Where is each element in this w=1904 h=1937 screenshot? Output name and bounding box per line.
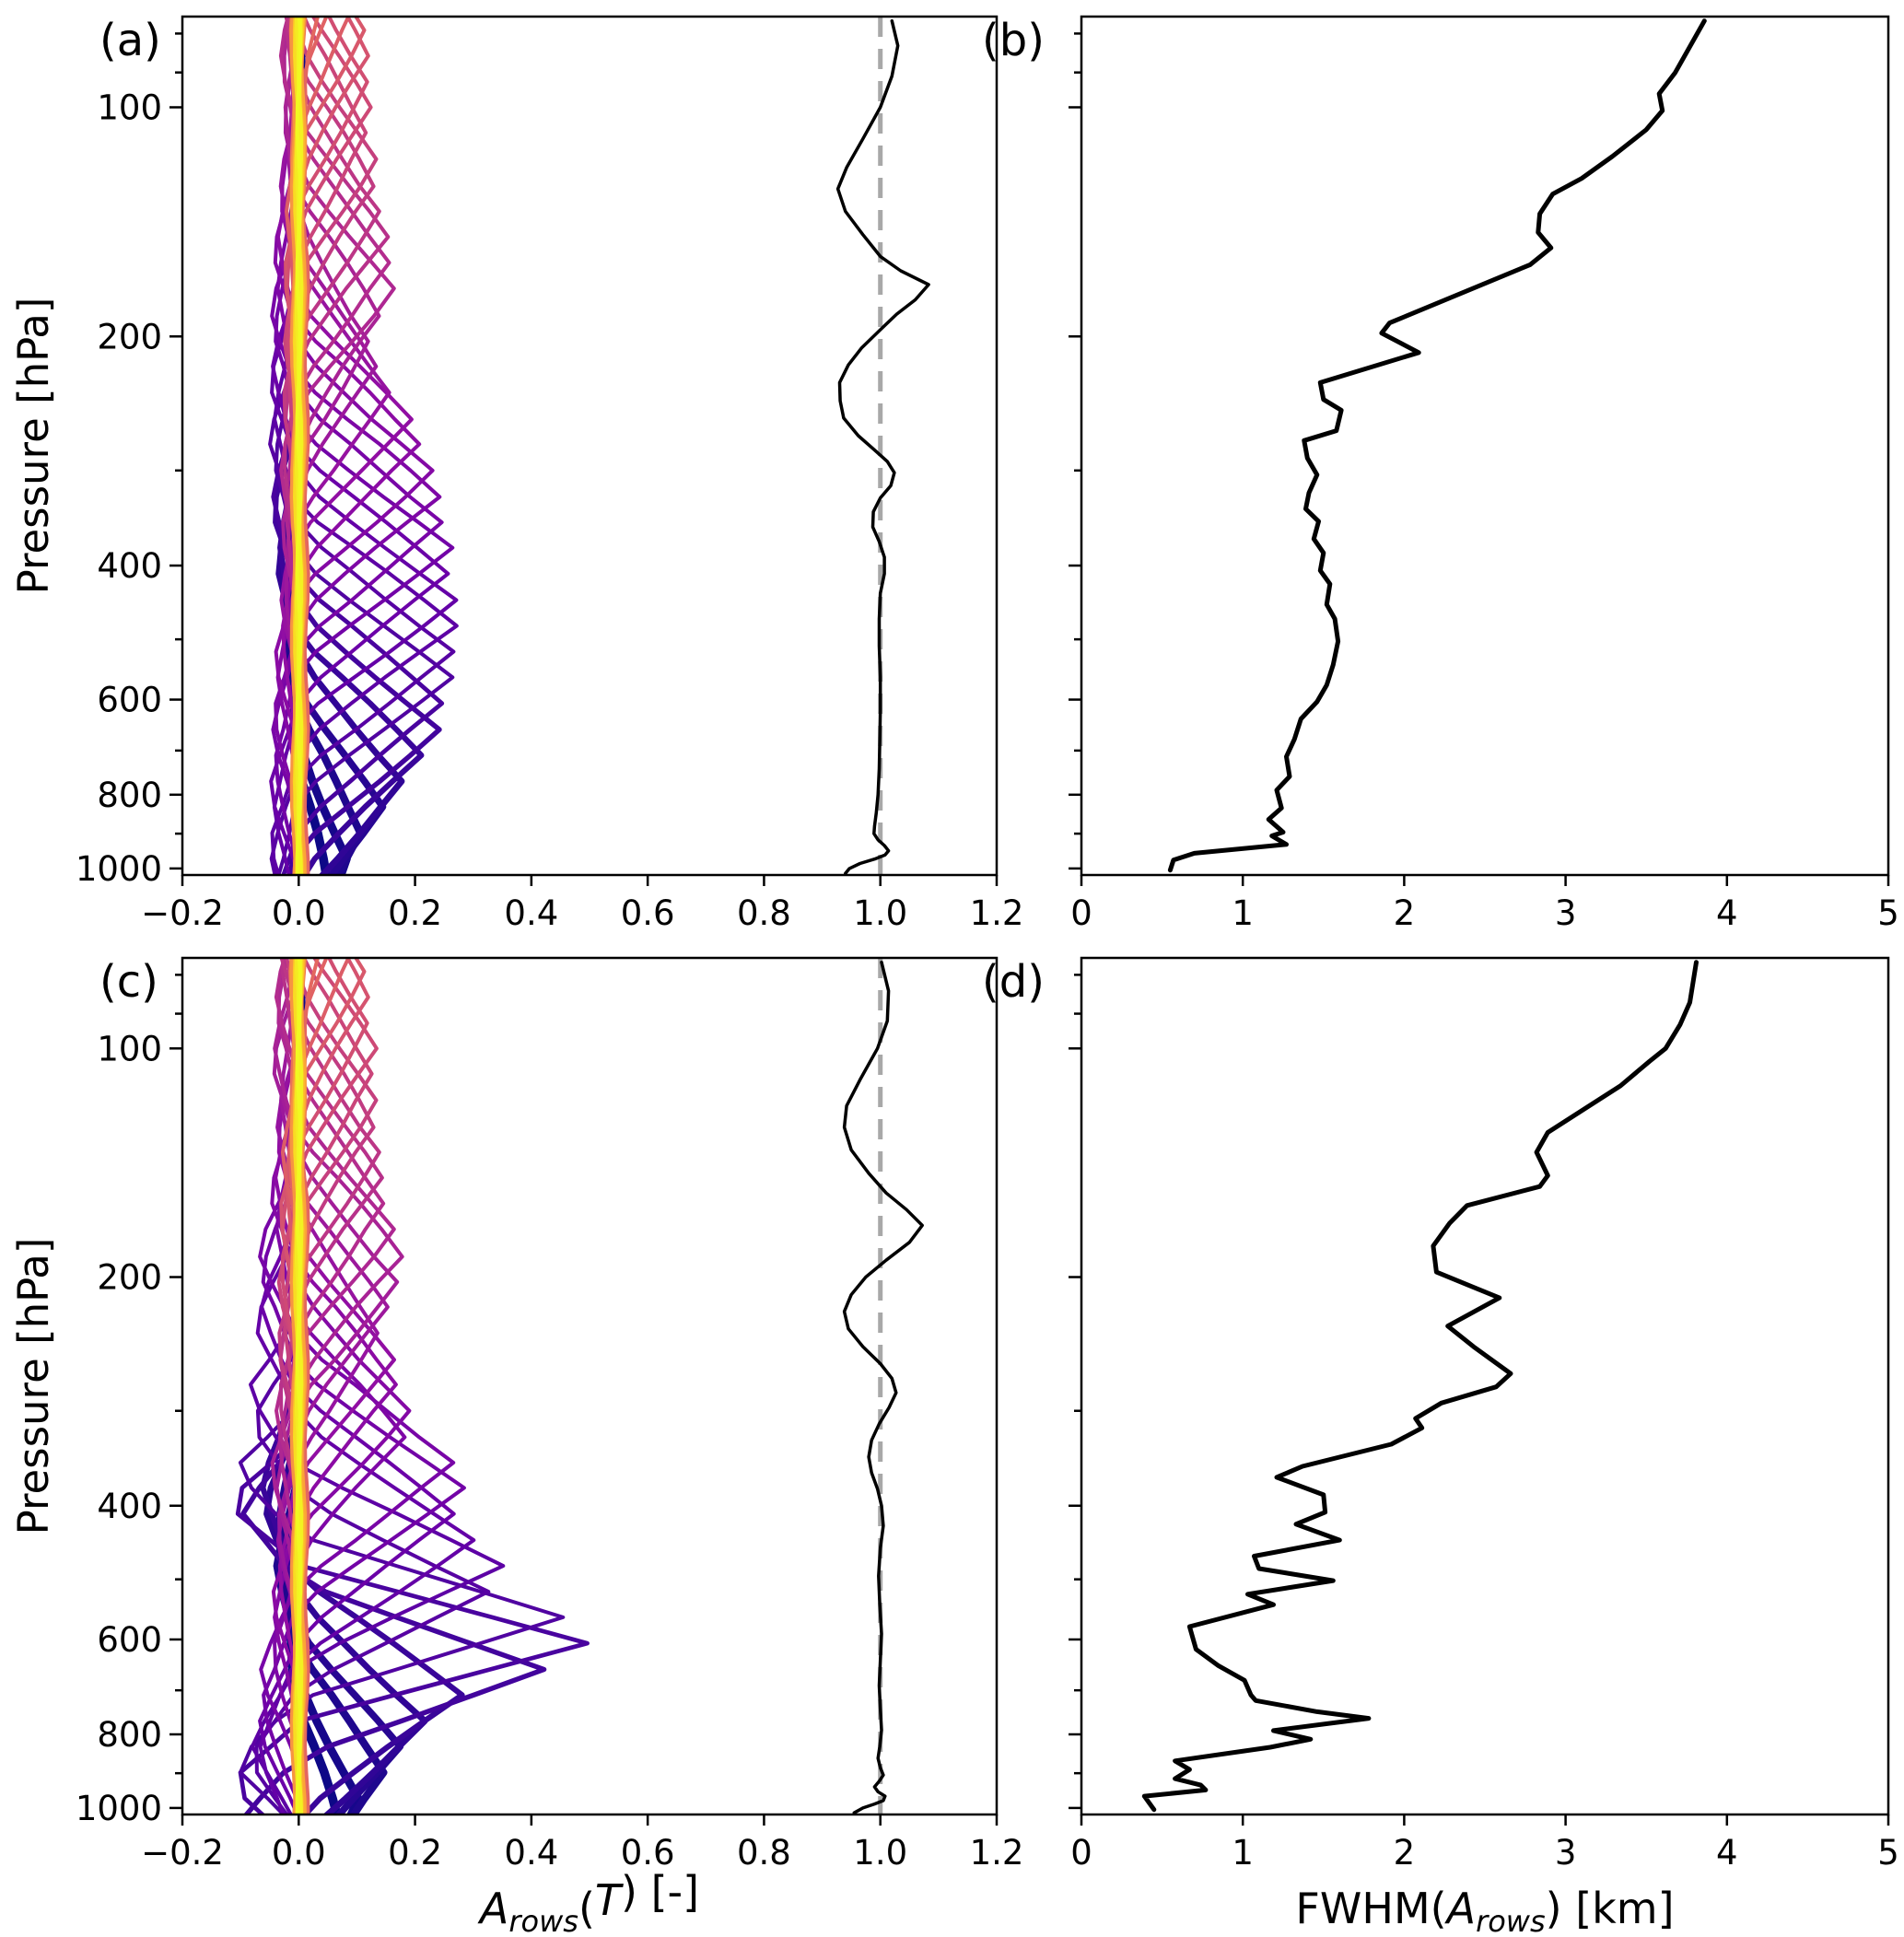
y-tick-label: 100 xyxy=(97,88,162,127)
panel-label-c: (c) xyxy=(99,956,158,1008)
x-tick-label: 1.0 xyxy=(853,893,907,933)
x-tick-label: 4 xyxy=(1716,1833,1738,1873)
x-tick-label: 0.0 xyxy=(272,893,326,933)
x-tick-label: 1.2 xyxy=(970,1833,1024,1873)
panel-spines xyxy=(181,15,999,877)
axes-b: 0 1 2 3 4 5 (b) xyxy=(982,15,1899,933)
x-axis-title: Arows(T) [-] xyxy=(477,1867,699,1937)
panel-label-d: (d) xyxy=(982,956,1045,1008)
panel-c-content xyxy=(235,958,924,1814)
y-ticks xyxy=(1069,32,1081,870)
y-tick-label: 200 xyxy=(97,317,162,356)
x-tick-label: 2 xyxy=(1394,1833,1416,1873)
fwhm-line-d xyxy=(1141,960,1699,1813)
y-tick-label: 100 xyxy=(97,1029,162,1068)
x-tick-label: 3 xyxy=(1555,1833,1577,1873)
x-tick-label: 0.8 xyxy=(737,1833,791,1873)
axes-d: 0 1 2 3 4 5 FWHM(Arows) [km] (d) xyxy=(982,956,1899,1937)
y-tick-label: 1000 xyxy=(76,849,162,889)
kernel-row-line xyxy=(289,958,298,1814)
x-tick-label: 2 xyxy=(1394,893,1416,933)
panel-spines xyxy=(1080,956,1890,1816)
y-axis-title: Pressure [hPa] xyxy=(9,1238,58,1535)
kernel-row-line xyxy=(277,958,390,1814)
panel-a-content xyxy=(268,17,930,875)
panel-spines xyxy=(1080,15,1890,877)
y-tick-label: 400 xyxy=(97,1487,162,1526)
x-ticks xyxy=(1080,875,1890,886)
y-tick-label: 800 xyxy=(97,1715,162,1755)
panel-spines xyxy=(181,956,999,1816)
y-tick-label: 400 xyxy=(97,546,162,586)
kernel-row-line xyxy=(295,17,303,875)
x-tick-label: 0.6 xyxy=(621,893,675,933)
y-ticks xyxy=(169,32,182,870)
panel-b-content xyxy=(1167,18,1707,873)
panel-d-content xyxy=(1141,960,1699,1813)
y-tick-label: 600 xyxy=(97,681,162,720)
x-tick-label: 0.0 xyxy=(272,1833,326,1873)
x-tick-label: 5 xyxy=(1877,893,1899,933)
axes-c: 100 200 400 600 800 1000 −0.2 0.0 0.2 0.4 0.6 0.8 1.… xyxy=(9,956,1023,1937)
x-tick-label: 0.4 xyxy=(504,1833,558,1873)
x-tick-label: 0.6 xyxy=(621,1833,675,1873)
x-tick-label: 5 xyxy=(1877,1833,1899,1873)
y-axis-title: Pressure [hPa] xyxy=(9,298,58,595)
axes-a: 100 200 400 600 800 1000−0.2 0.0 0.2 0.4 0.6 0.8 1.… xyxy=(9,15,1023,933)
x-tick-label: −0.2 xyxy=(141,893,224,933)
x-tick-label: 0 xyxy=(1070,893,1092,933)
x-ticks xyxy=(181,1814,999,1826)
y-tick-label: 1000 xyxy=(76,1789,162,1828)
fwhm-line-b xyxy=(1167,18,1707,873)
y-ticks xyxy=(169,974,182,1810)
measurement-response-line-a xyxy=(835,18,930,875)
measurement-response-line-c xyxy=(842,960,924,1814)
x-tick-label: 4 xyxy=(1716,893,1738,933)
y-tick-label: 200 xyxy=(97,1258,162,1298)
kernel-row-line xyxy=(289,17,298,875)
x-ticks xyxy=(181,875,999,886)
x-tick-label: 1 xyxy=(1232,1833,1254,1873)
x-tick-label: 0.2 xyxy=(388,893,442,933)
x-tick-label: 3 xyxy=(1555,893,1577,933)
y-tick-label: 600 xyxy=(97,1620,162,1660)
x-tick-label: 0 xyxy=(1070,1833,1092,1873)
panel-label-a: (a) xyxy=(99,15,161,66)
x-tick-label: 1 xyxy=(1232,893,1254,933)
x-tick-label: −0.2 xyxy=(141,1833,224,1873)
x-axis-title: FWHM(Arows) [km] xyxy=(1295,1884,1674,1937)
x-tick-label: 0.8 xyxy=(737,893,791,933)
x-ticks xyxy=(1080,1814,1890,1826)
panel-label-b: (b) xyxy=(982,15,1045,66)
y-ticks xyxy=(1069,974,1081,1810)
x-tick-label: 1.0 xyxy=(853,1833,907,1873)
x-tick-label: 0.4 xyxy=(504,893,558,933)
y-tick-label: 800 xyxy=(97,776,162,815)
kernel-row-line xyxy=(295,958,303,1814)
x-tick-label: 0.2 xyxy=(388,1833,442,1873)
x-tick-label: 1.2 xyxy=(970,893,1024,933)
